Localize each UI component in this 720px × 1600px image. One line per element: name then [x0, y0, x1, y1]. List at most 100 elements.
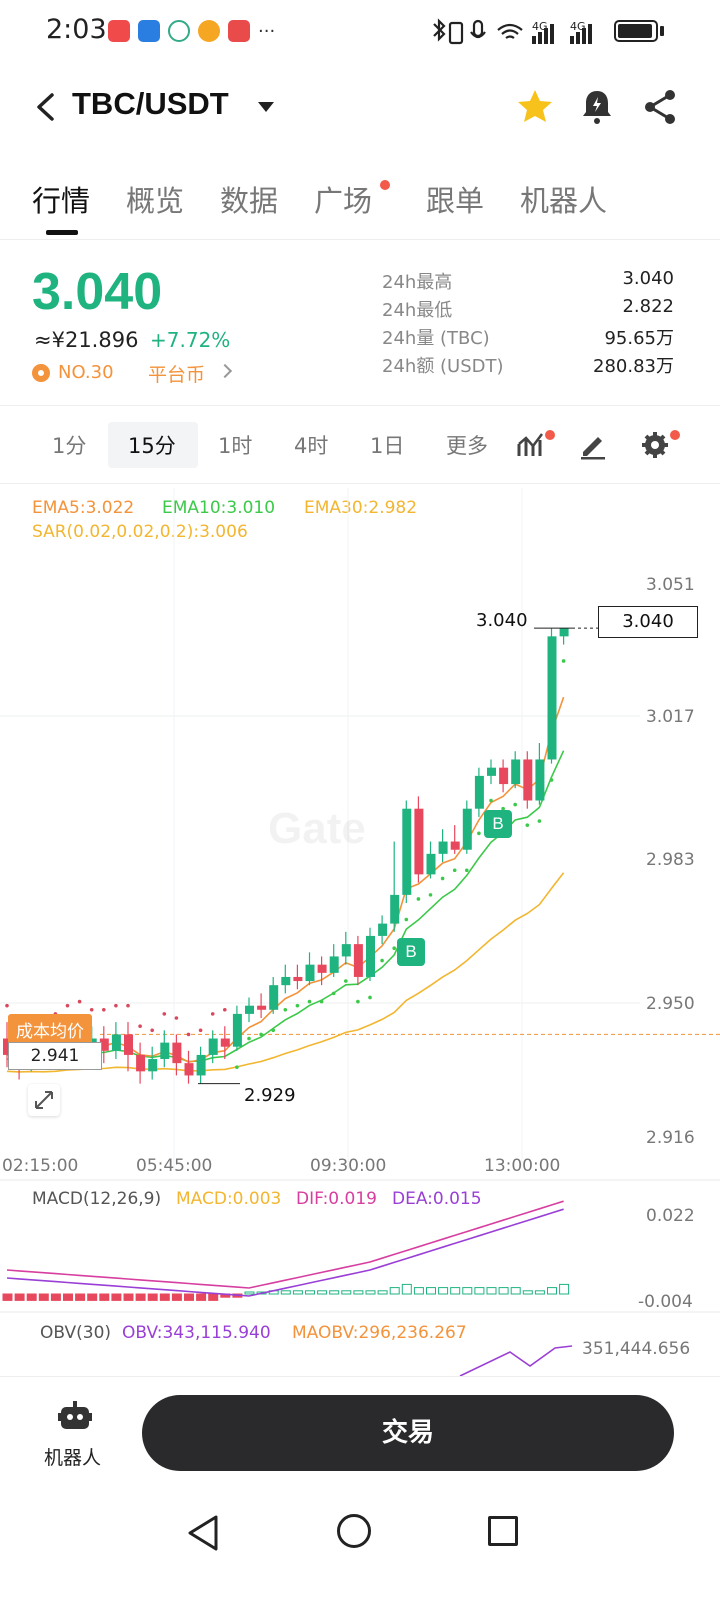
- interval-1h[interactable]: 1时: [218, 434, 253, 458]
- low-price-label: 2.929: [244, 1085, 296, 1106]
- candle-body: [474, 775, 484, 809]
- trade-button[interactable]: 交易: [142, 1395, 674, 1471]
- candle-body: [450, 841, 460, 850]
- robot-icon[interactable]: [58, 1401, 92, 1433]
- tab-copy-trading[interactable]: 跟单: [426, 184, 485, 218]
- time-axis-label: 09:30:00: [310, 1156, 387, 1176]
- sar-dot: [150, 1028, 154, 1033]
- sar-dot: [380, 958, 384, 963]
- candle-body: [487, 767, 496, 776]
- macd-histogram-bar: [353, 1290, 364, 1295]
- candle-body: [305, 964, 315, 982]
- ema30-value: EMA30:2.982: [304, 498, 418, 518]
- sar-dot: [416, 897, 421, 901]
- macd-histogram-bar: [365, 1290, 376, 1295]
- robot-label[interactable]: 机器人: [44, 1447, 102, 1469]
- sar-dot: [465, 868, 469, 873]
- settings-gear-icon[interactable]: [640, 430, 670, 460]
- platform-coin-tag[interactable]: 平台币: [148, 364, 206, 386]
- sar-dot: [404, 917, 409, 922]
- rank-icon: [32, 364, 50, 382]
- stat-value-turnover: 280.83万: [593, 356, 674, 377]
- active-interval-background: [108, 422, 198, 468]
- interval-more[interactable]: 更多: [446, 434, 488, 458]
- sar-dot: [89, 1007, 94, 1012]
- active-tab-indicator: [46, 230, 78, 235]
- draw-tool-icon[interactable]: [578, 430, 608, 460]
- last-price-box: 3.040: [598, 606, 698, 638]
- interval-4h[interactable]: 4时: [294, 434, 329, 458]
- last-price: 3.040: [32, 263, 163, 321]
- macd-histogram-bar: [292, 1290, 303, 1295]
- nav-home-icon[interactable]: [337, 1514, 371, 1548]
- macd-histogram-bar: [510, 1287, 521, 1295]
- candlestick-chart[interactable]: [0, 0, 720, 1376]
- interval-bar: 1分 15分 1时 4时 1日 更多: [0, 406, 720, 484]
- stat-value-low: 2.822: [622, 296, 674, 317]
- indicator-icon[interactable]: [516, 430, 546, 460]
- macd-histogram-bar: [63, 1293, 73, 1301]
- candle-body: [3, 1038, 12, 1055]
- sar-dot: [440, 876, 445, 881]
- nav-back-icon[interactable]: [186, 1514, 220, 1552]
- sar-dot: [77, 999, 82, 1004]
- macd-histogram-bar: [401, 1283, 412, 1295]
- candle-body: [220, 1038, 230, 1047]
- tab-overview[interactable]: 概览: [126, 184, 185, 218]
- candle-body: [378, 923, 388, 936]
- buy-marker[interactable]: B: [484, 810, 512, 838]
- ema5-value: EMA5:3.022: [32, 498, 135, 518]
- price-alert-bell-icon[interactable]: [580, 88, 614, 126]
- expand-chart-icon[interactable]: [28, 1084, 60, 1116]
- nav-recents-icon[interactable]: [488, 1516, 518, 1546]
- candle-body: [124, 1034, 133, 1055]
- settings-notification-dot: [670, 430, 680, 440]
- candle-body: [341, 944, 351, 957]
- macd-histogram-bar: [208, 1293, 219, 1301]
- tab-data[interactable]: 数据: [220, 184, 279, 218]
- candle-body: [462, 808, 472, 850]
- candle-body: [257, 1005, 267, 1010]
- stat-value-volume: 95.65万: [604, 328, 674, 349]
- obv-axis-label: 351,444.656: [582, 1339, 691, 1359]
- weibo-icon: [198, 20, 220, 42]
- dif-line: [6, 1200, 564, 1289]
- interval-1d[interactable]: 1日: [370, 434, 405, 458]
- status-icons: 4G 4G: [433, 18, 592, 45]
- sar-dot: [247, 1036, 251, 1041]
- back-arrow-icon[interactable]: [34, 92, 56, 122]
- gate-watermark: Gate: [268, 804, 366, 853]
- sar-dot: [319, 999, 324, 1004]
- macd-histogram-bar: [280, 1290, 291, 1295]
- share-icon[interactable]: [642, 88, 678, 126]
- price-axis-label: 2.983: [646, 850, 695, 870]
- stat-label-low: 24h最低: [382, 300, 453, 321]
- macd-histogram-bar: [2, 1293, 13, 1301]
- cost-average-badge: 成本均价: [8, 1014, 92, 1045]
- favorite-star-icon[interactable]: [516, 88, 554, 126]
- tab-market[interactable]: 行情: [32, 184, 91, 218]
- sar-dot: [477, 831, 481, 836]
- macd-histogram-bar: [244, 1291, 255, 1295]
- sar-dot: [489, 798, 493, 803]
- interval-15m[interactable]: 15分: [128, 434, 176, 458]
- sar-dot: [198, 1028, 203, 1033]
- candle-body: [535, 759, 545, 801]
- app-notification-icon: [228, 20, 250, 42]
- candle-body: [390, 894, 400, 924]
- tab-bots[interactable]: 机器人: [520, 184, 608, 218]
- sar-dot: [114, 1003, 118, 1008]
- tab-square[interactable]: 广场: [314, 184, 373, 218]
- sar-dot: [344, 979, 348, 983]
- buy-marker[interactable]: B: [397, 938, 425, 966]
- high-price-label: 3.040: [476, 610, 528, 631]
- candle-body: [329, 956, 339, 973]
- ema5-line: [6, 696, 565, 1063]
- sar-dot: [561, 659, 566, 663]
- pair-dropdown-icon[interactable]: [258, 102, 274, 112]
- candle-body: [293, 976, 303, 982]
- interval-1m[interactable]: 1分: [52, 434, 87, 458]
- time-axis-label: 02:15:00: [2, 1156, 79, 1176]
- candle-body: [269, 985, 279, 1010]
- pair-title[interactable]: TBC/USDT: [72, 86, 229, 121]
